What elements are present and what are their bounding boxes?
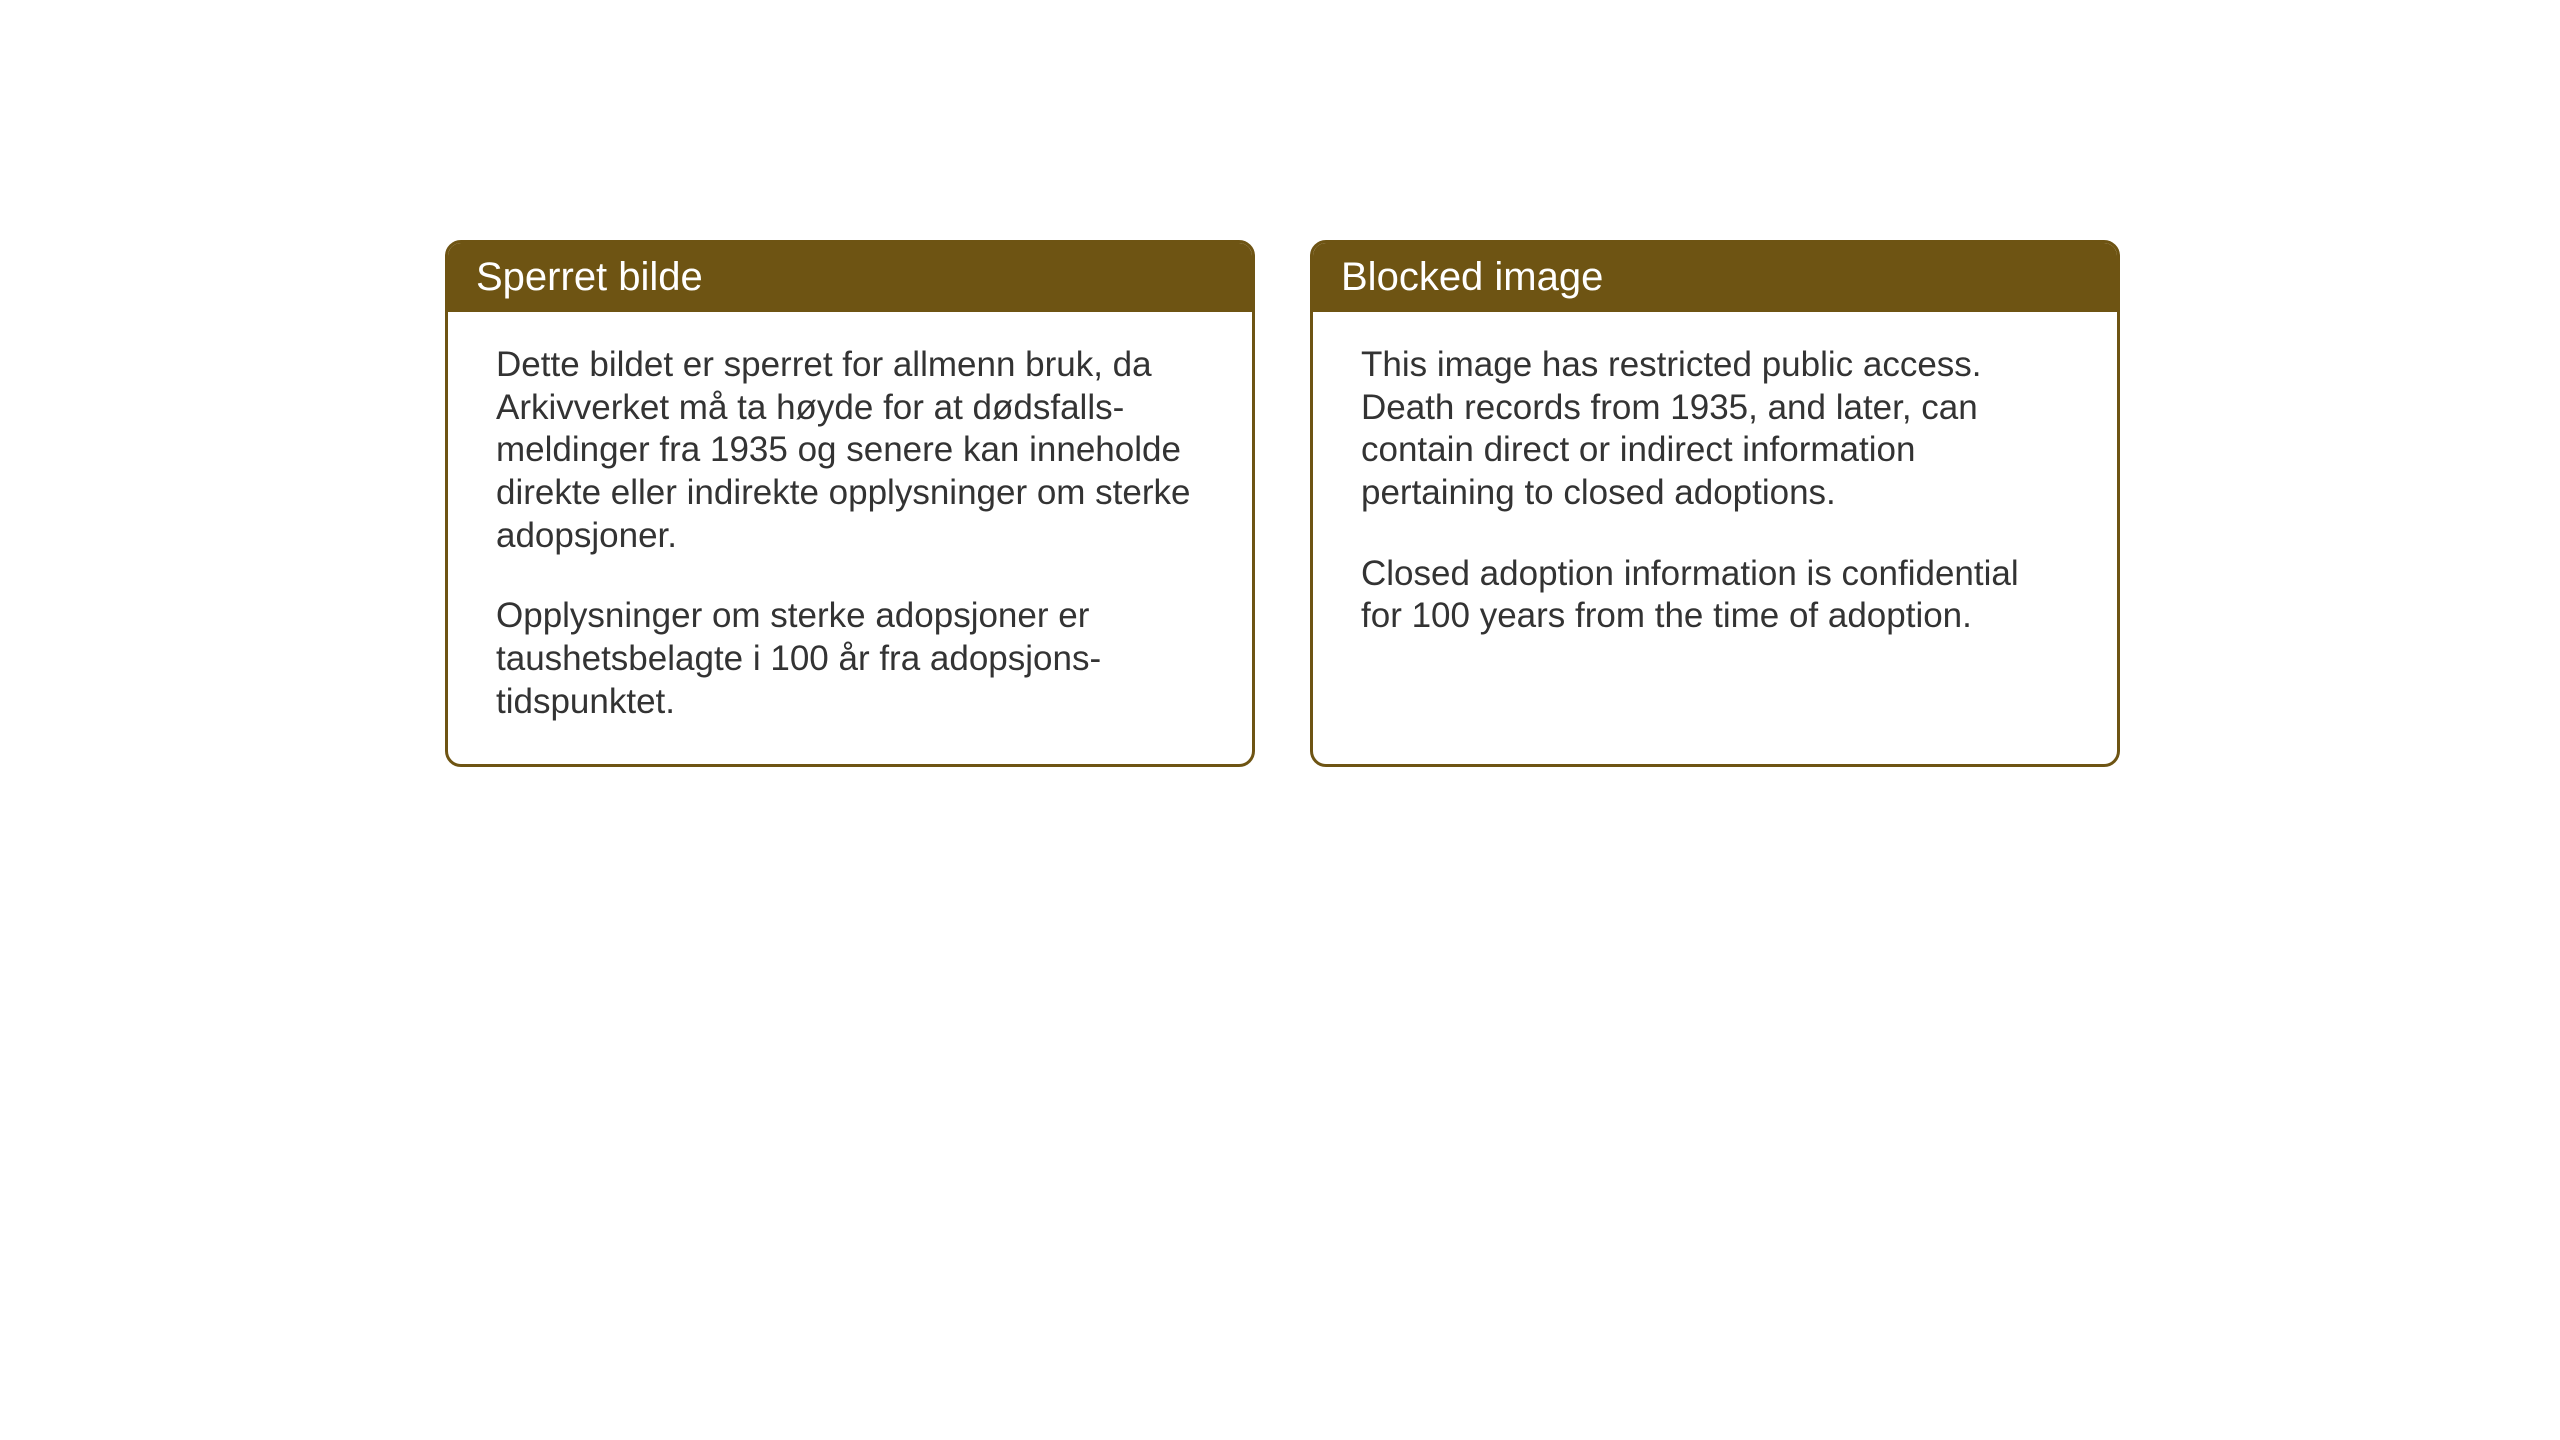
card-title-english: Blocked image [1341, 255, 1603, 299]
card-title-norwegian: Sperret bilde [476, 255, 703, 299]
card-paragraph-2-english: Closed adoption information is confident… [1361, 553, 2069, 638]
card-paragraph-1-norwegian: Dette bildet er sperret for allmenn bruk… [496, 344, 1204, 557]
notice-card-norwegian: Sperret bilde Dette bildet er sperret fo… [445, 240, 1255, 767]
card-header-norwegian: Sperret bilde [448, 243, 1252, 312]
card-paragraph-1-english: This image has restricted public access.… [1361, 344, 2069, 515]
notice-container: Sperret bilde Dette bildet er sperret fo… [445, 240, 2120, 767]
card-paragraph-2-norwegian: Opplysninger om sterke adopsjoner er tau… [496, 595, 1204, 723]
card-body-english: This image has restricted public access.… [1313, 312, 2117, 678]
card-header-english: Blocked image [1313, 243, 2117, 312]
notice-card-english: Blocked image This image has restricted … [1310, 240, 2120, 767]
card-body-norwegian: Dette bildet er sperret for allmenn bruk… [448, 312, 1252, 764]
